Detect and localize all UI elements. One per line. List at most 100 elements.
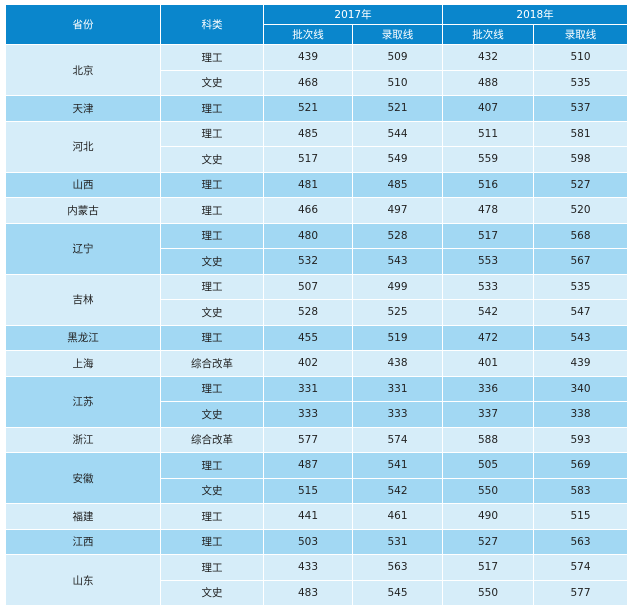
admit-2017-cell: 438 bbox=[351, 350, 444, 377]
header-2017-batch: 批次线 bbox=[263, 24, 353, 45]
category-cell: 理工 bbox=[160, 273, 264, 300]
batch-2018-cell: 490 bbox=[442, 503, 535, 530]
admit-2018-cell: 340 bbox=[533, 375, 629, 402]
table-row: 山西 理工 481 485 516 527 bbox=[5, 171, 629, 198]
category-cell: 文史 bbox=[160, 401, 264, 428]
province-cell: 山西 bbox=[5, 171, 161, 198]
batch-2017-cell: 485 bbox=[263, 120, 353, 147]
batch-2017-cell: 577 bbox=[263, 426, 353, 453]
admit-2017-cell: 541 bbox=[351, 452, 444, 479]
admission-score-table: 省份 科类 2017年 2018年 批次线 录取线 批次线 录取线 北京 理工 43… bbox=[5, 4, 629, 606]
table-row: 文史 468 510 488 535 bbox=[6, 69, 629, 96]
admit-2018-cell: 543 bbox=[533, 324, 629, 351]
batch-2018-cell: 407 bbox=[442, 95, 535, 122]
batch-2018-cell: 550 bbox=[442, 579, 535, 606]
category-cell: 综合改革 bbox=[160, 350, 264, 377]
category-cell: 文史 bbox=[160, 146, 264, 173]
category-cell: 理工 bbox=[160, 95, 264, 122]
batch-2018-cell: 511 bbox=[442, 120, 535, 147]
admit-2017-cell: 544 bbox=[351, 120, 444, 147]
batch-2018-cell: 401 bbox=[442, 350, 535, 377]
province-cell: 河北 bbox=[5, 120, 161, 173]
admit-2017-cell: 497 bbox=[351, 197, 444, 224]
batch-2018-cell: 553 bbox=[442, 248, 535, 275]
admit-2018-cell: 510 bbox=[533, 44, 629, 71]
table-row: 吉林 理工 507 499 533 535 bbox=[5, 273, 629, 326]
admit-2018-cell: 537 bbox=[533, 95, 629, 122]
batch-2018-cell: 533 bbox=[442, 273, 535, 300]
admit-2018-cell: 593 bbox=[533, 426, 629, 453]
batch-2017-cell: 439 bbox=[263, 44, 353, 71]
batch-2018-cell: 588 bbox=[442, 426, 535, 453]
admit-2018-cell: 535 bbox=[533, 273, 629, 300]
table-row: 上海 综合改革 402 438 401 439 bbox=[5, 350, 629, 377]
header-2018-admit: 录取线 bbox=[533, 24, 629, 45]
batch-2017-cell: 507 bbox=[263, 273, 353, 300]
category-cell: 理工 bbox=[160, 222, 264, 249]
admit-2018-cell: 563 bbox=[533, 528, 629, 555]
category-cell: 文史 bbox=[160, 579, 264, 606]
admit-2018-cell: 581 bbox=[533, 120, 629, 147]
category-cell: 综合改革 bbox=[160, 426, 264, 453]
admit-2018-cell: 598 bbox=[533, 146, 629, 173]
batch-2017-cell: 441 bbox=[263, 503, 353, 530]
admit-2018-cell: 569 bbox=[533, 452, 629, 479]
table-row: 黑龙江 理工 455 519 472 543 bbox=[5, 324, 629, 351]
province-cell: 北京 bbox=[5, 44, 161, 96]
header-2017: 2017年 bbox=[262, 4, 444, 25]
header-2018: 2018年 bbox=[442, 4, 629, 25]
table-row: 文史 333 333 337 338 bbox=[6, 401, 629, 428]
category-cell: 理工 bbox=[160, 554, 264, 581]
table-row: 天津 理工 521 521 407 537 bbox=[5, 95, 629, 122]
batch-2017-cell: 503 bbox=[263, 528, 353, 555]
batch-2017-cell: 481 bbox=[263, 171, 353, 198]
admit-2017-cell: 519 bbox=[351, 324, 444, 351]
category-cell: 理工 bbox=[160, 324, 264, 351]
category-cell: 文史 bbox=[160, 248, 264, 275]
province-cell: 福建 bbox=[5, 503, 161, 530]
province-cell: 黑龙江 bbox=[5, 324, 161, 351]
batch-2017-cell: 517 bbox=[263, 146, 353, 173]
admit-2018-cell: 574 bbox=[533, 554, 629, 581]
batch-2017-cell: 468 bbox=[263, 69, 353, 96]
table-row: 安徽 理工 487 541 505 569 bbox=[5, 452, 629, 504]
batch-2017-cell: 402 bbox=[263, 350, 353, 377]
admit-2017-cell: 499 bbox=[351, 273, 444, 300]
category-cell: 理工 bbox=[160, 452, 264, 479]
category-cell: 理工 bbox=[160, 171, 264, 198]
province-cell: 江苏 bbox=[5, 375, 161, 428]
category-cell: 理工 bbox=[160, 375, 264, 402]
admit-2017-cell: 485 bbox=[351, 171, 444, 198]
province-cell: 辽宁 bbox=[5, 222, 161, 275]
header-category: 科类 bbox=[160, 4, 264, 45]
table-row: 文史 483 545 550 577 bbox=[6, 579, 629, 606]
table-row: 山东 理工 433 563 517 574 bbox=[5, 554, 629, 606]
batch-2018-cell: 517 bbox=[442, 222, 535, 249]
batch-2017-cell: 455 bbox=[263, 324, 353, 351]
admit-2018-cell: 567 bbox=[533, 248, 629, 275]
table-body: 北京 理工 439 509 432 510 文史 468 510 488 535 天津 理工 521 521… bbox=[5, 44, 629, 606]
admit-2018-cell: 535 bbox=[533, 69, 629, 96]
admit-2018-cell: 520 bbox=[533, 197, 629, 224]
batch-2018-cell: 478 bbox=[442, 197, 535, 224]
category-cell: 理工 bbox=[160, 528, 264, 555]
table-row: 浙江 综合改革 577 574 588 593 bbox=[5, 426, 629, 453]
admit-2017-cell: 521 bbox=[351, 95, 444, 122]
admit-2017-cell: 549 bbox=[351, 146, 444, 173]
batch-2018-cell: 432 bbox=[442, 44, 535, 71]
category-cell: 理工 bbox=[160, 44, 264, 71]
admit-2017-cell: 333 bbox=[351, 401, 444, 428]
table-row: 江苏 理工 331 331 336 340 bbox=[5, 375, 629, 428]
batch-2017-cell: 333 bbox=[263, 401, 353, 428]
province-cell: 吉林 bbox=[5, 273, 161, 326]
table-row: 内蒙古 理工 466 497 478 520 bbox=[5, 197, 629, 224]
category-cell: 文史 bbox=[160, 299, 264, 326]
batch-2017-cell: 532 bbox=[263, 248, 353, 275]
header-2018-batch: 批次线 bbox=[442, 24, 535, 45]
batch-2018-cell: 505 bbox=[442, 452, 535, 479]
admit-2018-cell: 439 bbox=[533, 350, 629, 377]
category-cell: 文史 bbox=[160, 69, 264, 96]
batch-2018-cell: 337 bbox=[442, 401, 535, 428]
category-cell: 文史 bbox=[160, 477, 264, 504]
category-cell: 理工 bbox=[160, 120, 264, 147]
